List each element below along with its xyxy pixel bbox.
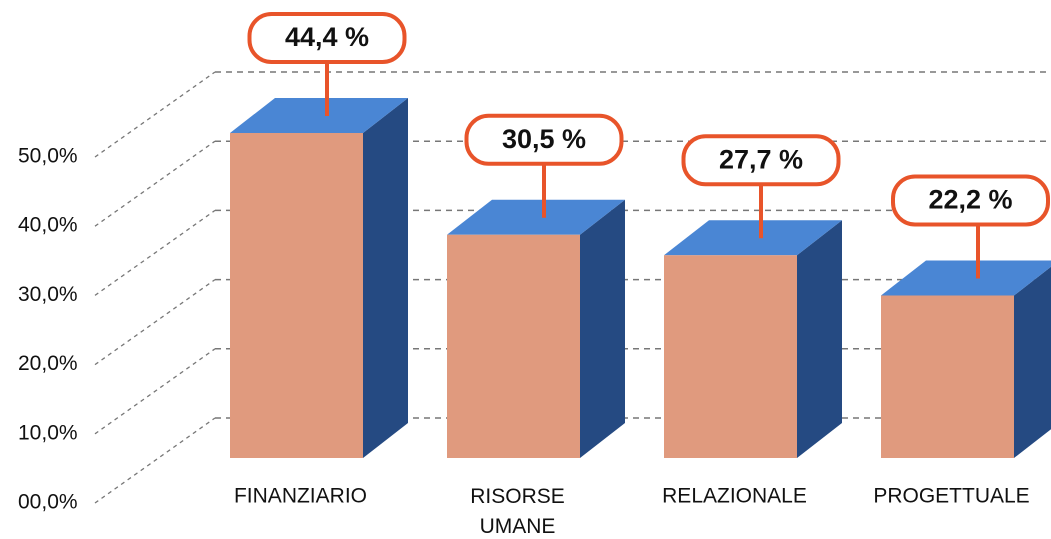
grid-diagonal <box>94 417 216 504</box>
grid-diagonal <box>94 71 216 158</box>
y-tick-label: 00,0% <box>18 491 78 514</box>
x-tick-label: RELAZIONALE <box>662 485 807 508</box>
bar <box>230 132 363 458</box>
bar-side <box>580 199 625 459</box>
y-tick-label: 50,0% <box>18 145 78 168</box>
x-tick-label: PROGETTUALE <box>873 485 1029 508</box>
callout-box <box>681 134 841 187</box>
y-tick-label: 30,0% <box>18 283 78 306</box>
y-tick-label: 40,0% <box>18 214 78 237</box>
grid-diagonal <box>94 348 216 435</box>
bar-side <box>797 220 842 458</box>
bar-top <box>447 199 625 235</box>
value-label: 22,2 % <box>928 185 1012 215</box>
y-tick-label: 20,0% <box>18 352 78 375</box>
bar <box>664 255 797 458</box>
value-label: 27,7 % <box>719 144 803 174</box>
grid-diagonal <box>94 209 216 296</box>
x-tick-label: FINANZIARIO <box>234 485 367 508</box>
callout-box <box>464 113 624 166</box>
bar <box>447 234 580 458</box>
grid-diagonal <box>94 140 216 227</box>
x-tick-label: RISORSE UMANE <box>470 485 565 538</box>
bar <box>881 295 1014 458</box>
bar-side <box>363 97 408 458</box>
bar-top <box>881 260 1051 296</box>
callout-box <box>891 174 1050 227</box>
callout-box <box>247 11 407 64</box>
value-label: 44,4 % <box>285 22 369 52</box>
bar-top <box>230 97 408 133</box>
bar-top <box>664 220 842 256</box>
value-label: 30,5 % <box>502 124 586 154</box>
grid-diagonal <box>94 279 216 366</box>
y-tick-label: 10,0% <box>18 421 78 444</box>
bar-side <box>1014 266 1051 458</box>
